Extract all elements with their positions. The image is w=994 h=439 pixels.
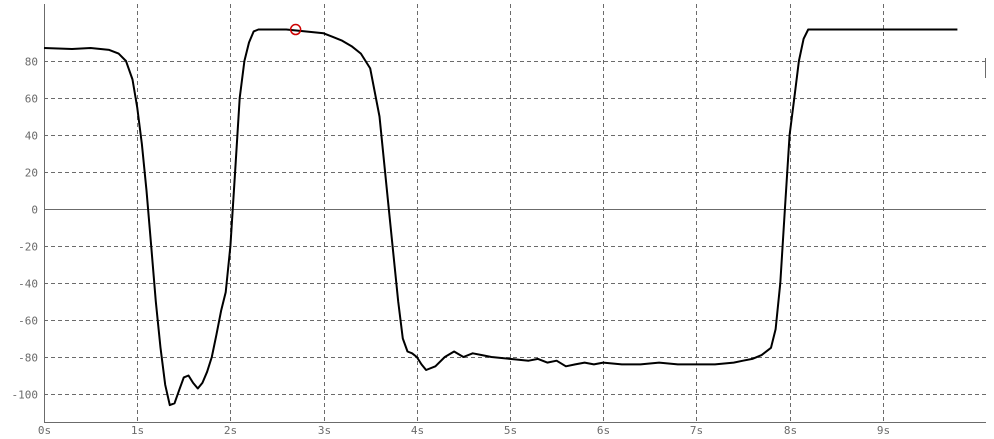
y-tick-label: -20 [18, 241, 38, 254]
series-line [43, 28, 958, 407]
y-tick-label: 60 [25, 93, 38, 106]
x-tick-label: 4s [411, 424, 424, 437]
y-tick-label: 80 [25, 56, 38, 69]
x-tick-label: 8s [784, 424, 797, 437]
x-tick-label: 1s [131, 424, 144, 437]
x-tick-label: 7s [690, 424, 703, 437]
x-tick-label: 5s [504, 424, 517, 437]
x-tick-label: 9s [877, 424, 890, 437]
y-tick-label: 20 [25, 167, 38, 180]
y-tick-label: -80 [18, 352, 38, 365]
y-tick-label: -40 [18, 278, 38, 291]
x-tick-label: 2s [224, 424, 237, 437]
y-tick-label: -100 [12, 389, 39, 402]
x-tick-label: 3s [318, 424, 331, 437]
cursor-marker[interactable] [289, 23, 302, 36]
x-tick-label: 6s [597, 424, 610, 437]
axes [44, 4, 986, 423]
x-tick-label: 0s [38, 424, 51, 437]
y-tick-label: -60 [18, 315, 38, 328]
y-tick-label: 0 [31, 204, 38, 217]
y-tick-label: 40 [25, 130, 38, 143]
series-layer [43, 23, 958, 407]
tick-labels: 80 60 40 20 0 -20 -40 -60 -80 -100 0s 1s 2s 3s 4s 5s 6s 7… [12, 56, 891, 438]
grid [44, 4, 986, 422]
